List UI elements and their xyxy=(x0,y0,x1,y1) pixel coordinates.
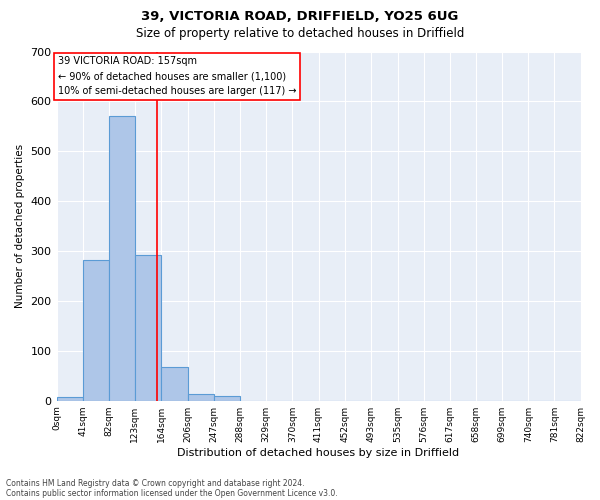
Bar xyxy=(135,254,161,400)
Text: Size of property relative to detached houses in Driffield: Size of property relative to detached ho… xyxy=(136,28,464,40)
Bar xyxy=(56,396,83,400)
Y-axis label: Number of detached properties: Number of detached properties xyxy=(15,144,25,308)
Bar xyxy=(161,367,188,400)
Bar xyxy=(83,260,109,400)
Bar xyxy=(109,116,135,401)
Text: Contains public sector information licensed under the Open Government Licence v3: Contains public sector information licen… xyxy=(6,488,338,498)
Bar xyxy=(188,394,214,400)
Text: 39 VICTORIA ROAD: 157sqm
← 90% of detached houses are smaller (1,100)
10% of sem: 39 VICTORIA ROAD: 157sqm ← 90% of detach… xyxy=(58,56,296,96)
Bar xyxy=(214,396,240,400)
Text: 39, VICTORIA ROAD, DRIFFIELD, YO25 6UG: 39, VICTORIA ROAD, DRIFFIELD, YO25 6UG xyxy=(142,10,458,23)
X-axis label: Distribution of detached houses by size in Driffield: Distribution of detached houses by size … xyxy=(178,448,460,458)
Text: Contains HM Land Registry data © Crown copyright and database right 2024.: Contains HM Land Registry data © Crown c… xyxy=(6,478,305,488)
